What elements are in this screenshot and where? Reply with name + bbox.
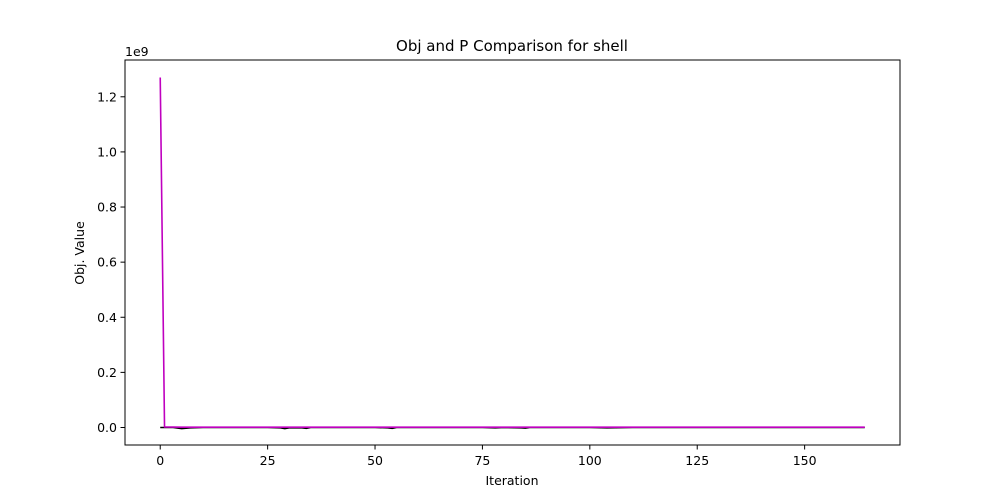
y-tick-label: 1.0 bbox=[97, 144, 117, 159]
y-tick-label: 0.8 bbox=[97, 200, 117, 215]
x-axis-label: Iteration bbox=[485, 473, 538, 488]
y-axis: 0.0 0.2 0.4 0.6 0.8 1.0 1.2 bbox=[97, 89, 125, 435]
x-axis: 0 25 50 75 100 125 150 bbox=[156, 445, 817, 468]
y-axis-label: Obj. Value bbox=[72, 221, 87, 285]
x-tick-label: 50 bbox=[367, 453, 383, 468]
x-tick-label: 25 bbox=[260, 453, 276, 468]
y-tick-label: 0.4 bbox=[97, 310, 117, 325]
x-tick-label: 100 bbox=[578, 453, 602, 468]
x-tick-label: 150 bbox=[793, 453, 817, 468]
x-tick-label: 75 bbox=[474, 453, 490, 468]
y-tick-label: 0.6 bbox=[97, 255, 117, 270]
y-axis-offset-label: 1e9 bbox=[125, 44, 149, 59]
chart-title: Obj and P Comparison for shell bbox=[396, 37, 628, 55]
x-tick-label: 125 bbox=[685, 453, 709, 468]
y-tick-label: 1.2 bbox=[97, 89, 117, 104]
y-tick-label: 0.0 bbox=[97, 420, 117, 435]
x-tick-label: 0 bbox=[156, 453, 164, 468]
series-line-2 bbox=[159, 77, 865, 429]
plot-series bbox=[159, 77, 865, 430]
plot-frame bbox=[124, 59, 901, 446]
y-tick-label: 0.2 bbox=[97, 365, 117, 380]
